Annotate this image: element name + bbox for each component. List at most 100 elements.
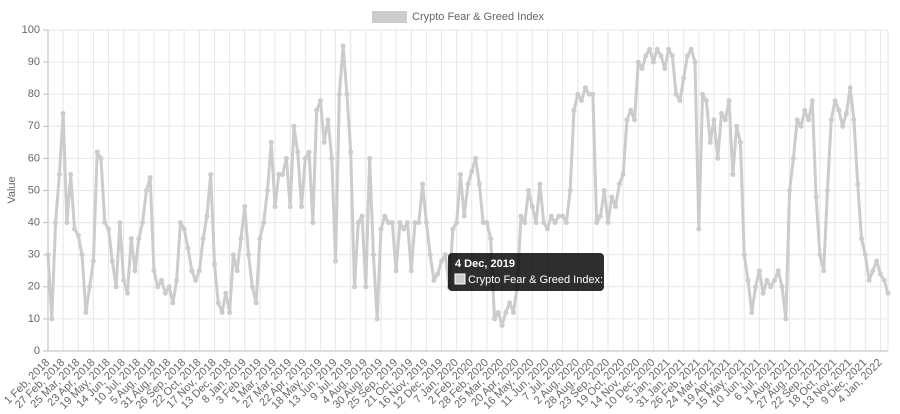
point <box>363 284 369 290</box>
point <box>840 123 846 129</box>
point <box>806 117 812 123</box>
point <box>427 252 433 258</box>
legend-swatch[interactable] <box>372 11 407 23</box>
point <box>836 107 842 113</box>
point <box>817 252 823 258</box>
point <box>756 268 762 274</box>
point <box>393 268 399 274</box>
point <box>526 188 532 193</box>
point <box>382 213 388 219</box>
point <box>454 220 460 226</box>
y-tick-label: 40 <box>28 217 40 229</box>
point <box>597 213 603 219</box>
point <box>227 309 233 315</box>
point <box>117 220 123 226</box>
point <box>809 98 815 104</box>
point <box>329 155 335 161</box>
point <box>643 53 649 59</box>
point <box>378 226 384 232</box>
point <box>177 220 183 226</box>
point <box>533 220 539 226</box>
point <box>715 155 721 161</box>
point <box>847 85 853 91</box>
point <box>261 220 267 226</box>
point <box>276 171 282 177</box>
point <box>340 43 346 49</box>
point <box>121 277 127 283</box>
point <box>321 139 327 145</box>
point <box>560 213 566 219</box>
y-tick-label: 60 <box>28 152 40 164</box>
point <box>450 226 456 232</box>
point <box>692 59 698 65</box>
point <box>787 188 793 193</box>
point <box>287 204 293 210</box>
point <box>416 220 422 226</box>
point <box>760 290 766 296</box>
point <box>579 98 585 104</box>
point <box>666 46 672 52</box>
point <box>68 171 74 177</box>
point <box>480 220 486 226</box>
point <box>779 284 785 290</box>
point <box>461 213 467 219</box>
point <box>348 149 354 155</box>
y-tick-label: 90 <box>28 56 40 68</box>
point <box>488 236 494 242</box>
point <box>639 66 645 72</box>
y-tick-label: 0 <box>34 345 40 357</box>
point <box>302 155 308 161</box>
point <box>257 236 263 242</box>
point <box>155 284 161 290</box>
point <box>60 110 66 116</box>
point <box>601 188 607 193</box>
point <box>295 149 301 155</box>
point <box>575 91 581 97</box>
point <box>53 220 59 226</box>
legend-label[interactable]: Crypto Fear & Greed Index <box>412 11 545 23</box>
point <box>420 181 426 187</box>
point <box>75 232 81 238</box>
point <box>49 316 55 322</box>
point <box>106 226 112 232</box>
point <box>700 91 706 97</box>
point <box>719 110 725 116</box>
point <box>234 268 240 274</box>
point <box>703 98 709 104</box>
point <box>314 107 320 113</box>
point <box>431 277 437 283</box>
point <box>170 300 176 306</box>
y-tick-label: 50 <box>28 184 40 196</box>
point <box>193 277 199 283</box>
point <box>613 204 619 210</box>
point <box>336 91 342 97</box>
point <box>874 258 880 264</box>
point <box>684 53 690 59</box>
point <box>499 322 505 328</box>
point <box>855 181 861 187</box>
point <box>832 98 838 104</box>
point <box>71 226 77 232</box>
point <box>408 268 414 274</box>
point <box>594 220 600 226</box>
point <box>696 226 702 232</box>
point <box>98 155 104 161</box>
point <box>843 110 849 116</box>
point <box>79 252 85 258</box>
point <box>306 149 312 155</box>
point <box>730 171 736 177</box>
y-tick-label: 20 <box>28 281 40 293</box>
point <box>204 213 210 219</box>
point <box>790 155 796 161</box>
point <box>439 258 445 264</box>
point <box>741 252 747 258</box>
point <box>764 277 770 283</box>
point <box>249 284 255 290</box>
point <box>491 316 497 322</box>
point <box>272 204 278 210</box>
point <box>783 316 789 322</box>
point <box>590 91 596 97</box>
point <box>128 236 134 242</box>
point <box>174 277 180 283</box>
